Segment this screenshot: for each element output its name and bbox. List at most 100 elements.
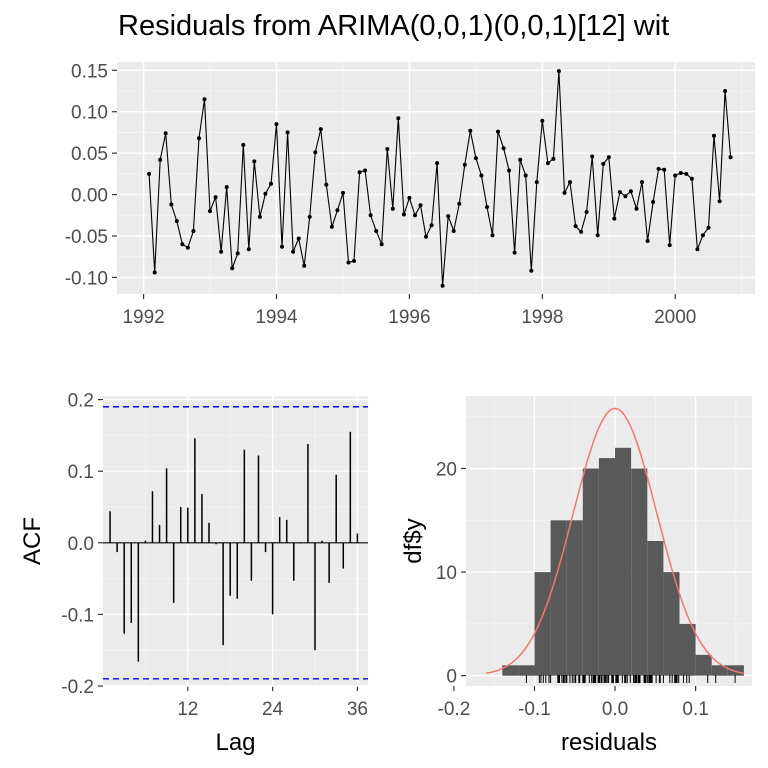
hist-y-tick-label: 20: [436, 460, 457, 481]
residual-point: [689, 176, 694, 181]
residual-point: [357, 170, 362, 175]
ts-y-tick-label: 0.00: [71, 186, 108, 207]
residual-time-series-plot: 1992 1994 1996 1998 2000 0.15 0.10 0.05 0.00 -0.0…: [65, 61, 755, 328]
histogram-bar: [598, 458, 615, 676]
residual-point: [407, 195, 412, 200]
chart-title: Residuals from ARIMA(0,0,1)(0,0,1)[12] w…: [118, 10, 670, 42]
acf-x-tick-label: 12: [177, 699, 198, 720]
residual-point: [280, 244, 284, 249]
residual-point: [346, 260, 351, 265]
hist-x-tick-label: -0.1: [518, 699, 551, 720]
residual-point: [628, 189, 633, 194]
residual-point: [213, 195, 218, 200]
residual-point: [191, 229, 196, 233]
ts-x-tick-label: 2000: [654, 307, 696, 328]
histogram-bar: [566, 520, 583, 676]
residual-point: [385, 147, 390, 151]
residual-point: [507, 168, 512, 173]
residual-point: [512, 250, 517, 255]
hist-x-axis-label: residuals: [561, 729, 657, 756]
residual-point: [551, 156, 556, 161]
residual-point: [612, 216, 617, 221]
residual-point: [540, 118, 545, 123]
residual-point: [667, 243, 672, 248]
hist-x-tick-label: -0.2: [438, 699, 471, 720]
residual-point: [147, 171, 152, 176]
residual-point: [468, 128, 473, 133]
residual-point: [341, 190, 345, 195]
histogram-bar: [647, 541, 664, 676]
residual-point: [446, 214, 451, 219]
acf-y-tick-label: -0.2: [61, 677, 94, 698]
ts-y-tick-label: 0.05: [71, 144, 108, 165]
acf-x-tick-label: 24: [262, 699, 284, 720]
histogram-bar: [518, 665, 535, 676]
residual-point: [241, 142, 246, 147]
residual-point: [573, 224, 578, 229]
residual-point: [302, 263, 307, 268]
histogram-bar: [727, 665, 744, 676]
residual-point: [485, 205, 489, 209]
histogram-bar: [615, 447, 632, 676]
residual-point: [285, 130, 290, 135]
ts-x-tick-label: 1996: [388, 307, 430, 328]
histogram-bar: [534, 572, 551, 676]
residual-point: [717, 199, 722, 204]
residual-point: [252, 159, 257, 164]
residual-point: [169, 202, 174, 207]
residual-point: [313, 150, 318, 155]
residual-point: [523, 173, 528, 178]
acf-plot: 12 24 36 0.2 0.1 0.0 -0.1 -0.2 Lag ACF: [19, 391, 368, 756]
residual-point: [202, 97, 207, 102]
residual-point: [230, 266, 235, 271]
residual-point: [617, 190, 622, 195]
histogram-bar: [550, 520, 567, 676]
normal-density-curve: [485, 407, 745, 675]
residual-point: [501, 146, 506, 151]
ts-y-tick-label: -0.05: [65, 227, 108, 248]
residual-point: [518, 157, 523, 162]
histogram-bar: [631, 468, 648, 676]
residual-point: [579, 229, 584, 234]
residual-point: [496, 129, 500, 134]
residual-point: [556, 69, 561, 74]
residual-point: [429, 223, 434, 228]
residual-point: [451, 229, 456, 233]
residual-point: [728, 155, 733, 160]
residual-point: [662, 167, 667, 172]
residual-point: [329, 224, 334, 229]
residual-point: [197, 136, 201, 141]
acf-x-tick-label: 36: [347, 699, 368, 720]
residual-point: [158, 157, 163, 162]
residual-point: [584, 210, 589, 214]
histogram-bar: [679, 623, 696, 676]
residual-point: [296, 236, 301, 241]
residual-point: [174, 219, 179, 224]
histogram-bar: [502, 665, 519, 676]
residual-point: [479, 173, 484, 178]
residual-point: [656, 166, 661, 171]
hist-x-tick-label: 0.0: [602, 699, 628, 720]
histogram-bar: [663, 572, 680, 676]
residual-point: [413, 213, 417, 218]
residual-point: [640, 180, 644, 185]
residual-point: [634, 206, 639, 211]
residual-point: [590, 154, 595, 159]
acf-y-axis-label: ACF: [19, 517, 46, 565]
residual-point: [601, 161, 606, 166]
residual-point: [418, 203, 423, 208]
residual-point: [379, 242, 384, 247]
hist-y-tick-label: 10: [436, 563, 457, 584]
residual-point: [390, 206, 395, 211]
residual-series-line: [148, 71, 732, 286]
acf-y-tick-label: 0.0: [68, 534, 94, 555]
residual-point: [246, 247, 251, 252]
histogram-bar: [711, 665, 728, 676]
residual-point: [534, 180, 539, 185]
residual-point: [678, 171, 683, 175]
residual-histogram-plot: -0.2 -0.1 0.0 0.1 20 10 0 residuals df$y: [400, 396, 752, 756]
acf-x-axis-label: Lag: [215, 729, 255, 756]
residual-point: [645, 239, 650, 243]
residual-point: [368, 213, 373, 218]
residual-point: [440, 283, 445, 288]
